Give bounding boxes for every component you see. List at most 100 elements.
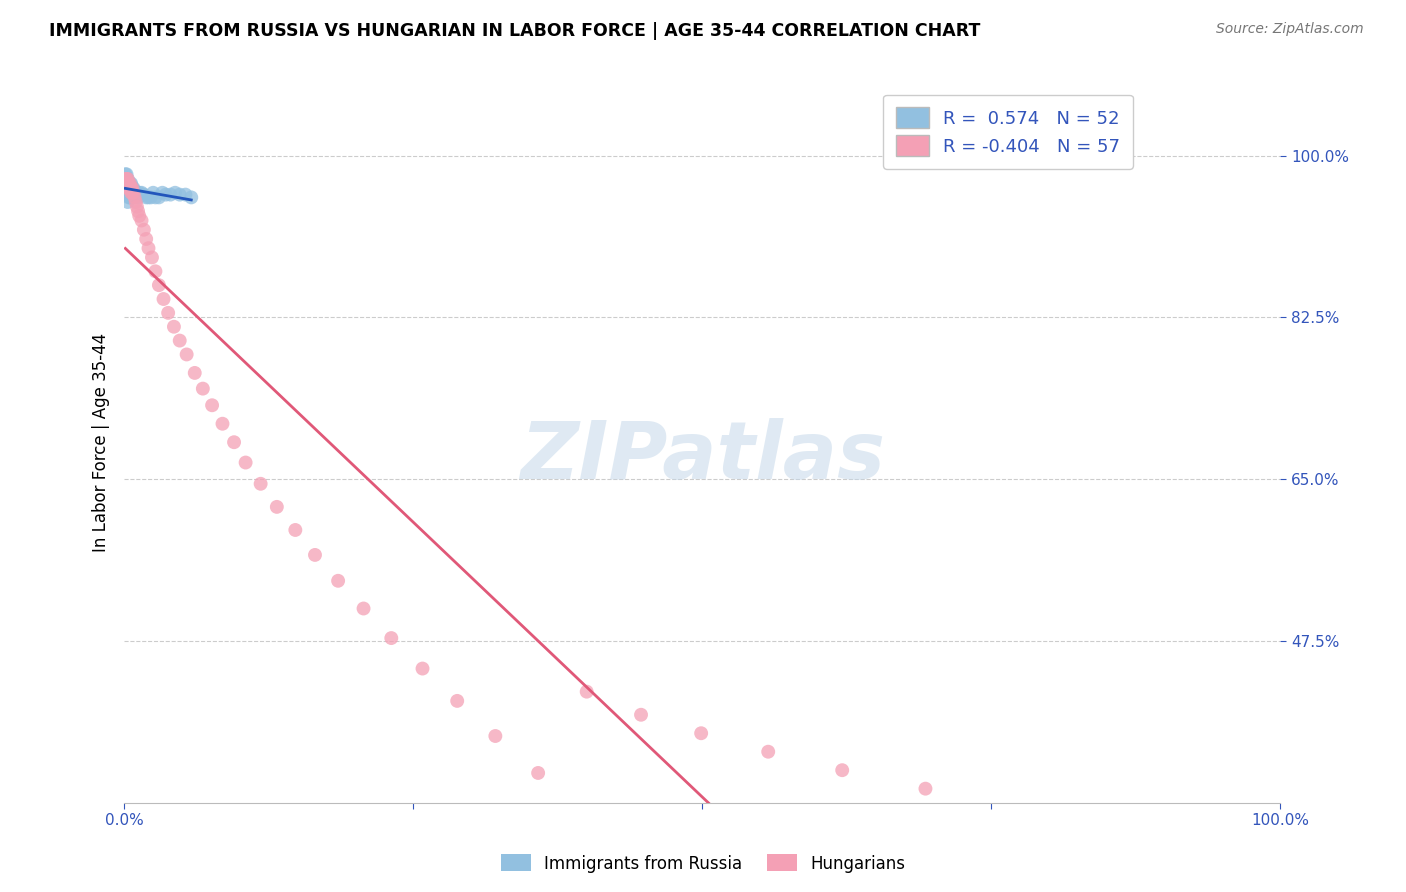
Point bbox=[118, 181, 141, 195]
Point bbox=[284, 523, 307, 537]
Point bbox=[117, 177, 139, 191]
Point bbox=[125, 187, 148, 202]
Point bbox=[191, 382, 214, 396]
Point bbox=[141, 251, 163, 265]
Point bbox=[176, 347, 198, 361]
Point bbox=[249, 476, 271, 491]
Point bbox=[157, 306, 180, 320]
Point bbox=[211, 417, 233, 431]
Point bbox=[831, 763, 853, 777]
Point bbox=[145, 190, 167, 204]
Point bbox=[128, 186, 150, 200]
Point bbox=[128, 209, 150, 223]
Point bbox=[125, 186, 148, 200]
Point bbox=[380, 631, 402, 645]
Point bbox=[165, 186, 187, 200]
Point bbox=[124, 184, 146, 198]
Point bbox=[118, 186, 141, 200]
Point bbox=[630, 707, 652, 722]
Point bbox=[304, 548, 326, 562]
Point bbox=[121, 186, 143, 200]
Point bbox=[118, 181, 141, 195]
Point bbox=[131, 186, 153, 200]
Point bbox=[115, 177, 138, 191]
Point bbox=[118, 177, 141, 191]
Point bbox=[121, 186, 143, 200]
Point bbox=[117, 181, 139, 195]
Legend: Immigrants from Russia, Hungarians: Immigrants from Russia, Hungarians bbox=[494, 847, 912, 880]
Point bbox=[169, 187, 191, 202]
Point bbox=[174, 187, 197, 202]
Point bbox=[235, 456, 257, 470]
Point bbox=[120, 181, 142, 195]
Point bbox=[115, 186, 138, 200]
Point bbox=[115, 172, 138, 186]
Point bbox=[118, 181, 141, 195]
Point bbox=[145, 264, 167, 278]
Point bbox=[159, 187, 181, 202]
Point bbox=[138, 190, 160, 204]
Point bbox=[169, 334, 191, 348]
Point bbox=[446, 694, 468, 708]
Point bbox=[150, 186, 173, 200]
Point bbox=[155, 187, 177, 202]
Point bbox=[115, 181, 138, 195]
Point bbox=[132, 223, 155, 237]
Point bbox=[114, 177, 136, 191]
Point bbox=[114, 177, 136, 191]
Point bbox=[118, 186, 141, 200]
Point bbox=[1007, 149, 1029, 163]
Point bbox=[121, 181, 143, 195]
Point bbox=[222, 435, 245, 450]
Text: Source: ZipAtlas.com: Source: ZipAtlas.com bbox=[1216, 22, 1364, 37]
Legend: R =  0.574   N = 52, R = -0.404   N = 57: R = 0.574 N = 52, R = -0.404 N = 57 bbox=[883, 95, 1133, 169]
Point bbox=[115, 167, 138, 181]
Point bbox=[412, 662, 434, 676]
Point bbox=[117, 177, 139, 191]
Point bbox=[135, 232, 157, 246]
Point bbox=[527, 766, 550, 780]
Point bbox=[201, 398, 224, 412]
Point bbox=[124, 190, 146, 204]
Point bbox=[914, 781, 936, 796]
Point bbox=[122, 187, 145, 202]
Point bbox=[117, 186, 139, 200]
Point bbox=[575, 684, 598, 698]
Point bbox=[121, 181, 143, 195]
Point bbox=[142, 186, 165, 200]
Point bbox=[138, 241, 160, 255]
Point bbox=[118, 190, 141, 204]
Point bbox=[118, 181, 141, 195]
Point bbox=[120, 177, 142, 191]
Point bbox=[326, 574, 349, 588]
Point bbox=[124, 190, 146, 204]
Point bbox=[118, 177, 141, 191]
Point bbox=[353, 601, 375, 615]
Point bbox=[690, 726, 713, 740]
Point bbox=[139, 190, 162, 204]
Point bbox=[132, 187, 155, 202]
Point bbox=[127, 190, 149, 204]
Point bbox=[148, 278, 170, 293]
Point bbox=[152, 292, 174, 306]
Point bbox=[184, 366, 207, 380]
Point bbox=[120, 186, 142, 200]
Point bbox=[118, 177, 141, 191]
Point bbox=[117, 172, 139, 186]
Point bbox=[115, 177, 138, 191]
Point bbox=[114, 172, 136, 186]
Point bbox=[135, 190, 157, 204]
Point bbox=[125, 194, 148, 209]
Point bbox=[122, 181, 145, 195]
Point bbox=[115, 172, 138, 186]
Point bbox=[120, 190, 142, 204]
Point bbox=[114, 167, 136, 181]
Point bbox=[266, 500, 288, 514]
Point bbox=[117, 181, 139, 195]
Point bbox=[120, 186, 142, 200]
Point bbox=[117, 172, 139, 186]
Point bbox=[131, 213, 153, 227]
Point bbox=[484, 729, 506, 743]
Text: ZIPatlas: ZIPatlas bbox=[520, 417, 884, 496]
Point bbox=[148, 190, 170, 204]
